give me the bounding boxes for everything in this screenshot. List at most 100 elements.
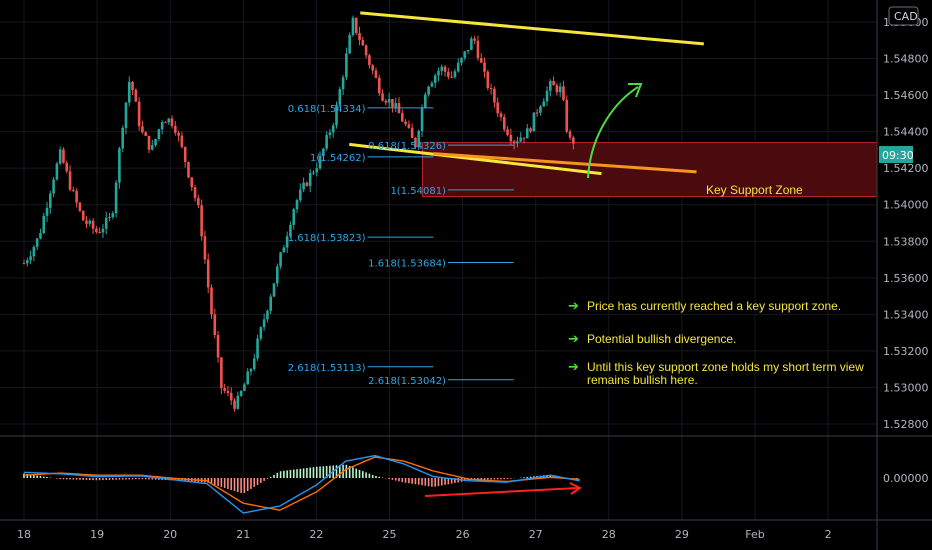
fib-level-label: 1(1.54081) [390,186,446,197]
candle-body [95,228,98,233]
candle-body [552,81,555,86]
candle-body [387,99,391,103]
fib-level-label: 2.618(1.53042) [368,376,446,387]
candle-body [239,390,243,396]
candle-body [338,89,342,105]
candle-body [506,129,509,135]
candle-body [519,137,523,142]
fib-level-label: 1(1.54262) [310,153,366,164]
candle-body [358,33,361,41]
candle-body [180,135,184,147]
candle-body [236,395,240,409]
candle-body [542,101,546,107]
candle-body [558,86,562,93]
candle-body [374,70,378,78]
candle-body [35,238,39,247]
candle-body [256,338,259,359]
candle-body [509,134,513,142]
candle-body [354,17,358,34]
candle-body [266,310,269,320]
candle-body [223,388,226,391]
candle-body [456,62,460,72]
candle-body [463,51,467,58]
candle-body [433,75,437,83]
candle-body [68,171,72,190]
candle-body [532,112,536,132]
candle-body [210,287,213,315]
currency-button[interactable] [888,6,919,26]
support-zone-label: Key Support Zone [706,183,803,197]
candle-body [118,148,121,183]
candle-body [394,103,398,108]
price-tick-label: 1.54600 [883,89,929,102]
candle-body [32,246,36,257]
candle-body [450,76,453,78]
candle-body [101,228,105,233]
candle-body [62,149,65,163]
candle-body [81,210,85,221]
candle-body [318,155,322,169]
candle-body [252,358,256,370]
time-tick-label: 20 [163,528,177,541]
channel-line-lower [349,142,602,176]
fib-level-label: 1.618(1.53823) [288,233,366,244]
candle-body [545,90,549,102]
candle-body [407,124,411,128]
time-tick-label: 25 [383,528,397,541]
candle-body [493,88,496,103]
trend-lines [349,11,704,176]
candle-body [111,213,115,217]
divergence-arrow-head [569,482,582,495]
candle-body [170,118,174,126]
candle-body [108,216,111,218]
candle-body [302,182,305,190]
candle-body [190,177,194,188]
candle-body [476,40,480,58]
candle-body [328,132,332,136]
bullish-arrow-head [628,83,643,98]
candle-body [565,99,569,132]
candle-body [243,384,246,391]
candle-body [568,131,572,138]
candle-body [72,189,75,191]
candle-body [351,17,355,36]
candle-body [460,57,463,63]
candle-body [58,149,62,164]
note-text: Until this key support zone holds my sho… [587,360,864,374]
candle-body [572,137,575,144]
note-text: Price has currently reached a key suppor… [587,299,841,313]
candle-body [249,369,253,372]
signal-line [23,456,580,511]
candle-body [197,198,200,206]
candle-body [483,62,486,72]
current-price-badge-text: 09:30 [882,149,914,162]
candle-body [312,172,315,174]
fib-level-label: 2.618(1.53113) [288,363,366,374]
note-bullet-icon: ➔ [568,332,579,347]
fib-level-label: 1.618(1.53684) [368,258,446,269]
candle-body [368,55,371,66]
candle-body [200,205,203,237]
candle-body [213,314,217,335]
candle-body [193,187,197,199]
candle-body [259,327,263,339]
price-tick-label: 1.52800 [883,418,929,431]
candle-body [144,132,148,136]
candle-body [470,38,473,50]
candle-body [98,232,101,234]
candle-body [275,266,279,284]
candle-body [427,86,430,95]
candle-body [233,400,236,409]
candle-body [562,86,565,100]
time-tick-label: 28 [602,528,616,541]
candle-body [164,122,167,124]
time-tick-label: Feb [745,528,764,541]
candle-body [489,88,493,90]
fib-level-label: 0.618(1.54326) [368,141,446,152]
price-tick-label: 1.53400 [883,308,929,321]
price-tick-label: 1.53800 [883,235,929,248]
candle-body [216,334,220,358]
candle-body [502,116,506,130]
candle-body [29,256,32,261]
